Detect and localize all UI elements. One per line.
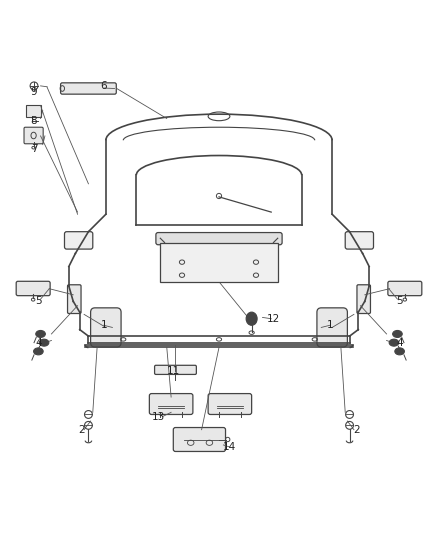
Text: 9: 9 xyxy=(31,87,37,98)
Text: 2: 2 xyxy=(353,425,360,435)
Text: 1: 1 xyxy=(100,320,107,330)
Text: 14: 14 xyxy=(223,442,237,452)
Ellipse shape xyxy=(395,348,404,355)
FancyBboxPatch shape xyxy=(91,308,121,347)
FancyBboxPatch shape xyxy=(156,232,282,245)
Ellipse shape xyxy=(389,339,399,346)
Ellipse shape xyxy=(392,330,402,337)
Text: 12: 12 xyxy=(267,314,280,324)
FancyBboxPatch shape xyxy=(173,427,226,451)
FancyBboxPatch shape xyxy=(26,104,42,117)
Text: 6: 6 xyxy=(100,81,107,91)
FancyBboxPatch shape xyxy=(16,281,50,296)
Bar xyxy=(160,243,278,282)
Text: 1: 1 xyxy=(327,320,333,330)
FancyBboxPatch shape xyxy=(64,232,93,249)
Ellipse shape xyxy=(36,330,46,337)
FancyBboxPatch shape xyxy=(60,83,116,94)
Text: 11: 11 xyxy=(167,366,180,376)
FancyBboxPatch shape xyxy=(155,365,196,375)
FancyBboxPatch shape xyxy=(67,285,81,313)
FancyBboxPatch shape xyxy=(388,281,422,296)
Text: 7: 7 xyxy=(31,144,37,154)
FancyBboxPatch shape xyxy=(317,308,347,347)
FancyBboxPatch shape xyxy=(357,285,371,313)
FancyBboxPatch shape xyxy=(24,127,43,144)
Text: 8: 8 xyxy=(31,116,37,126)
Text: 4: 4 xyxy=(396,338,403,348)
FancyBboxPatch shape xyxy=(149,393,193,415)
FancyBboxPatch shape xyxy=(208,393,252,415)
Ellipse shape xyxy=(39,339,49,346)
Text: 5: 5 xyxy=(396,296,403,306)
Text: 2: 2 xyxy=(78,425,85,435)
Ellipse shape xyxy=(246,312,257,325)
Ellipse shape xyxy=(34,348,43,355)
Text: 4: 4 xyxy=(35,338,42,348)
Text: 13: 13 xyxy=(152,411,165,422)
Text: 5: 5 xyxy=(35,296,42,306)
FancyBboxPatch shape xyxy=(345,232,374,249)
